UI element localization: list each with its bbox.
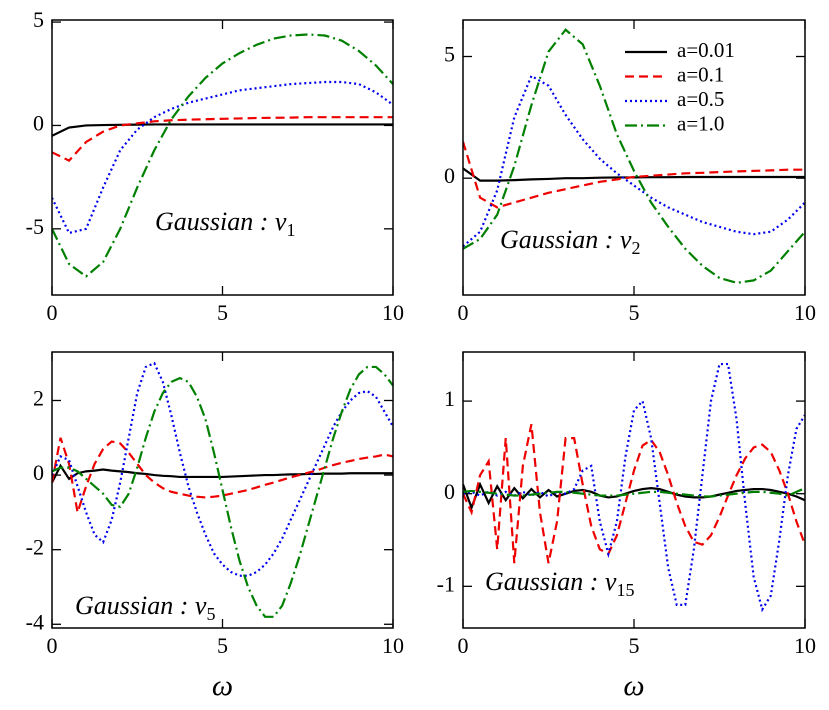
annotation: Gaussian : v2 xyxy=(500,225,640,258)
series-line xyxy=(52,33,393,278)
plot-frame xyxy=(462,351,806,629)
x-tick-label: 10 xyxy=(382,633,404,658)
y-tick-label: 2 xyxy=(33,386,44,411)
series-line xyxy=(52,437,393,513)
y-tick-label: 0 xyxy=(33,460,44,485)
x-tick-label: 5 xyxy=(217,300,228,325)
annotation: Gaussian : v1 xyxy=(155,207,295,240)
annotation-text: Gaussian : v xyxy=(75,591,207,620)
annotation-subscript: 2 xyxy=(631,238,640,258)
plot-frame xyxy=(51,19,394,296)
annotation-subscript: 5 xyxy=(206,604,215,624)
x-tick-label: 10 xyxy=(382,300,404,325)
annotation-subscript: 15 xyxy=(616,580,634,600)
annotation-text: Gaussian : v xyxy=(485,567,617,596)
series-line xyxy=(52,365,393,618)
plot-area xyxy=(52,361,393,618)
series-line xyxy=(463,74,805,248)
series-line xyxy=(52,116,393,162)
x-tick-label: 10 xyxy=(794,633,816,658)
y-tick-label: 1 xyxy=(444,386,455,411)
x-tick-label: 10 xyxy=(794,300,816,325)
y-tick-label: 0 xyxy=(33,110,44,135)
x-tick-label: 5 xyxy=(217,633,228,658)
series-line xyxy=(52,123,393,137)
x-tick-label: 5 xyxy=(629,300,640,325)
annotation-text: Gaussian : v xyxy=(500,225,632,254)
panel: 0 5 10 -5 0 5 Gaussian : v1 xyxy=(26,7,404,325)
x-tick-label: 0 xyxy=(47,633,58,658)
series-line xyxy=(463,141,805,209)
series-line xyxy=(52,361,393,577)
y-tick-label: 0 xyxy=(444,479,455,504)
x-tick-label: 0 xyxy=(47,300,58,325)
series-line xyxy=(463,28,805,284)
series-line xyxy=(52,80,393,235)
y-tick-label: -5 xyxy=(26,214,44,239)
x-axis-label: ω xyxy=(623,669,644,702)
series-line xyxy=(463,362,805,613)
x-axis-label: ω xyxy=(212,669,233,702)
annotation-text: Gaussian : v xyxy=(155,207,287,236)
x-tick-label: 0 xyxy=(458,633,469,658)
series-line xyxy=(463,424,805,564)
plot-frame xyxy=(51,351,394,629)
y-tick-label: -4 xyxy=(26,609,44,634)
y-tick-label: 5 xyxy=(444,42,455,67)
y-tick-label: 5 xyxy=(33,7,44,32)
legend-label: a=1.0 xyxy=(677,111,724,135)
x-tick-label: 0 xyxy=(458,300,469,325)
plot-frame xyxy=(462,19,806,296)
y-tick-label: 0 xyxy=(444,163,455,188)
series-line xyxy=(52,463,393,484)
plot-area xyxy=(463,28,805,284)
legend-label: a=0.1 xyxy=(677,62,724,86)
plot-area xyxy=(52,33,393,278)
panel: 0 5 10 -1 0 1 Gaussian : v15 ω xyxy=(437,351,816,702)
legend-label: a=0.01 xyxy=(677,38,735,62)
annotation: Gaussian : v15 xyxy=(485,567,634,600)
y-tick-label: -2 xyxy=(26,535,44,560)
panel: 0 5 10 0 5 Gaussian : v2 a=0.01a=0.1a=0.5a=1.0 xyxy=(444,19,816,325)
plot-area xyxy=(463,362,805,613)
legend-label: a=0.5 xyxy=(677,87,724,111)
annotation-subscript: 1 xyxy=(286,220,295,240)
series-line xyxy=(463,487,805,498)
y-tick-label: -1 xyxy=(437,571,455,596)
x-tick-label: 5 xyxy=(629,633,640,658)
annotation: Gaussian : v5 xyxy=(75,591,215,624)
